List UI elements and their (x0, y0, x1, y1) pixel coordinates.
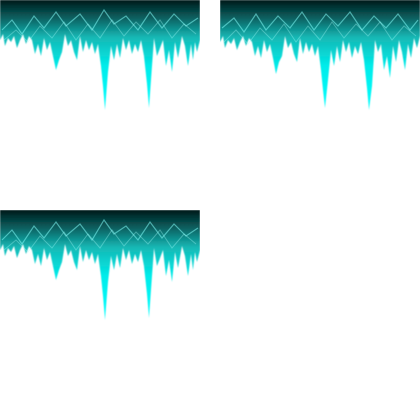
icicle-shape (0, 210, 200, 320)
icicle-graphic (0, 210, 200, 320)
icicle-shape (0, 0, 200, 110)
icicle-highlight (3, 229, 197, 253)
icicle-highlight (221, 10, 419, 34)
icicle-highlight (1, 8, 199, 36)
icicle-graphic (220, 0, 420, 110)
icicle-highlight (223, 21, 417, 45)
icicle-graphic (0, 0, 200, 110)
icicle-highlight (3, 19, 197, 43)
icicle-shape (220, 0, 420, 110)
icicle-tile-2 (220, 0, 420, 115)
icicle-tile-1 (0, 0, 200, 115)
icicle-tile-3 (0, 210, 200, 325)
empty-area (220, 210, 420, 420)
icicle-highlight (1, 218, 199, 246)
